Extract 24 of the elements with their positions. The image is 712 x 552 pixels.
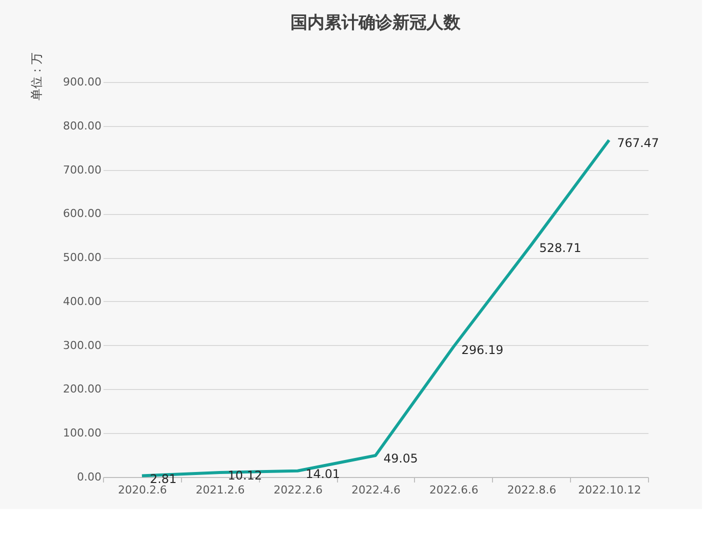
- y-tick-label: 600.00: [63, 207, 102, 220]
- y-axis-title: 单位：万: [30, 52, 44, 100]
- y-tick-label: 400.00: [63, 294, 102, 308]
- x-tick-label: 2020.2.6: [118, 484, 167, 496]
- y-tick-label: 900.00: [63, 76, 102, 88]
- y-tick-label: 500.00: [63, 251, 102, 264]
- chart-title: 国内累计确诊新冠人数: [290, 13, 462, 33]
- y-tick-label: 800.00: [63, 119, 102, 132]
- y-tick-label: 200.00: [63, 382, 102, 396]
- y-tick-label: 100.00: [63, 426, 102, 440]
- data-label: 49.05: [384, 451, 418, 466]
- y-tick-label: 0.00: [77, 470, 102, 484]
- data-label: 528.71: [539, 240, 582, 255]
- x-tick-label: 2022.10.12: [578, 484, 642, 496]
- y-tick-label: 300.00: [63, 338, 102, 352]
- y-tick-label: 700.00: [63, 163, 102, 176]
- data-label: 296.19: [461, 343, 504, 358]
- x-tick-label: 2022.4.6: [352, 484, 400, 496]
- x-tick-label: 2022.6.6: [429, 484, 478, 496]
- data-label: 14.01: [306, 466, 340, 481]
- x-tick-label: 2021.2.6: [196, 484, 245, 496]
- x-tick-label: 2022.2.6: [274, 484, 323, 496]
- x-tick-label: 2022.8.6: [507, 484, 556, 496]
- data-label: 767.47: [617, 136, 660, 150]
